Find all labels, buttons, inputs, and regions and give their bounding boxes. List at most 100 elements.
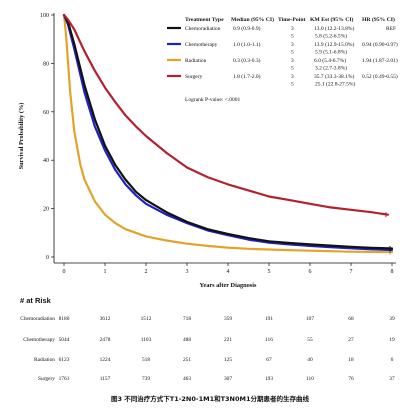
legend-row-hr: 0.94 (0.90-0.97)	[362, 41, 398, 48]
risk-value: 116	[265, 337, 273, 343]
legend-header-treatment: Treatment Type	[185, 17, 224, 23]
risk-value: 5044	[59, 337, 70, 343]
risk-row-label: Chemotherapy	[23, 337, 55, 343]
y-axis-title: Survival Probability (%)	[18, 103, 25, 170]
legend-row-hr: 0.52 (0.49-0.55)	[362, 73, 398, 80]
legend-row-name: Surgery	[185, 74, 203, 80]
legend-row-km: 13.9 (12.9-15.0%)	[314, 41, 354, 48]
legend-row-timepoint: 3	[291, 58, 294, 64]
legend-row-timepoint: 3	[291, 74, 294, 80]
risk-row-label: Chemoradiation	[20, 316, 55, 322]
risk-value: 40	[307, 357, 313, 363]
legend-row-km: 5.8 (5.2-6.5%)	[315, 33, 347, 40]
legend: Treatment Type Median (95% CI) Time-Point K…	[167, 16, 398, 103]
legend-row-timepoint: 5	[291, 50, 294, 56]
x-tick-label: 2	[145, 269, 148, 275]
curve-surgery	[62, 13, 389, 216]
risk-value: 37	[389, 376, 395, 382]
x-tick-label: 4	[227, 269, 230, 275]
x-tick-label: 5	[268, 269, 271, 275]
legend-row-name: Chemotherapy	[185, 42, 218, 48]
x-axis-title: Years after Diagnosis	[200, 282, 257, 289]
risk-value: 221	[224, 337, 232, 343]
risk-value: 55	[307, 337, 313, 343]
legend-header-timepoint: Time-Point	[278, 17, 305, 23]
legend-header-median: Median (95% CI)	[231, 16, 274, 23]
axes: 0 20 40 60 80 100 0 1 2 3 4 5 6 7 8 Years after Diagnos…	[18, 13, 396, 289]
x-tick-label: 1	[104, 269, 107, 275]
x-tick-label: 7	[350, 269, 353, 275]
y-tick-label: 100	[40, 13, 49, 19]
risk-value: 8180	[59, 316, 70, 322]
legend-row-km: 35.7 (33.3-38.1%)	[314, 73, 354, 80]
x-tick-label: 3	[186, 269, 189, 275]
risk-value: 718	[183, 316, 191, 322]
x-tick-label: 0	[63, 269, 66, 275]
risk-value: 125	[224, 357, 232, 363]
y-tick-label: 60	[43, 110, 49, 116]
risk-value: 27	[348, 337, 354, 343]
legend-row-median: 1.8 (1.7-2.0)	[233, 73, 261, 80]
legend-header-km: KM Est (95% CI)	[310, 16, 354, 23]
risk-value: 739	[142, 376, 150, 382]
risk-table-title: # at Risk	[20, 296, 52, 305]
risk-value: 1103	[141, 337, 152, 343]
legend-row-timepoint: 3	[291, 42, 294, 48]
y-tick-label: 80	[43, 61, 49, 67]
risk-value: 76	[348, 376, 354, 382]
risk-value: 110	[306, 376, 314, 382]
figure-caption: 图3 不同治疗方式下T1-2N0-1M1和T3N0M1分期患者的生存曲线	[111, 394, 310, 403]
legend-row-median: 1.0 (1.0-1.1)	[233, 41, 261, 48]
x-tick-label: 6	[309, 269, 312, 275]
risk-value: 1761	[59, 376, 70, 382]
risk-value: 107	[306, 316, 314, 322]
risk-value: 307	[224, 376, 232, 382]
legend-row-hr: REF	[386, 26, 396, 32]
risk-value: 19	[389, 337, 395, 343]
y-tick-label: 40	[43, 158, 49, 164]
legend-row-timepoint: 5	[291, 82, 294, 88]
risk-value: 191	[265, 316, 273, 322]
legend-row-timepoint: 5	[291, 34, 294, 40]
y-tick-label: 20	[43, 207, 49, 213]
risk-value: 6	[391, 357, 394, 363]
risk-value: 39	[389, 316, 395, 322]
legend-row-km: 13.0 (12.2-13.8%)	[314, 25, 354, 32]
legend-row-median: 0.9 (0.9-0.9)	[233, 25, 261, 32]
legend-row-km: 3.2 (2.7-3.8%)	[315, 65, 347, 72]
risk-value: 6123	[59, 357, 70, 363]
risk-value: 463	[183, 376, 191, 382]
x-tick-label: 8	[391, 269, 394, 275]
curve-chemoradiation	[62, 13, 394, 250]
logrank-pvalue: Logrank P-value: <.0001	[185, 97, 240, 103]
risk-value: 3612	[100, 316, 111, 322]
legend-row-median: 0.3 (0.3-0.3)	[233, 57, 261, 64]
curve-radiation	[62, 13, 394, 254]
risk-row-label: Radiation	[34, 357, 55, 363]
risk-value: 1512	[141, 316, 152, 322]
legend-row-km: 5.9 (5.1-6.8%)	[315, 49, 347, 56]
legend-row-name: Radiation	[185, 58, 207, 64]
risk-value: 251	[183, 357, 191, 363]
risk-value: 359	[224, 316, 232, 322]
survival-curves	[62, 13, 394, 255]
legend-row-name: Chemoradiation	[185, 26, 221, 32]
legend-row-timepoint: 3	[291, 26, 294, 32]
legend-row-timepoint: 5	[291, 66, 294, 72]
risk-value: 67	[266, 357, 272, 363]
risk-table: # at Risk Chemoradiation 8180 3612 1512 718 35…	[20, 296, 395, 382]
legend-row-km: 6.0 (5.4-6.7%)	[314, 57, 346, 64]
risk-value: 1157	[100, 376, 111, 382]
risk-value: 193	[265, 376, 273, 382]
y-tick-label: 0	[46, 255, 49, 261]
legend-row-km: 25.1 (22.8-27.5%)	[315, 81, 355, 88]
risk-row-label: Surgery	[38, 376, 55, 382]
risk-value: 68	[348, 316, 354, 322]
risk-value: 18	[348, 357, 354, 363]
risk-value: 518	[142, 357, 150, 363]
risk-value: 2478	[100, 337, 111, 343]
curve-chemotherapy	[62, 13, 394, 252]
risk-value: 1224	[100, 357, 111, 363]
legend-row-hr: 1.94 (1.87-2.01)	[362, 57, 398, 64]
